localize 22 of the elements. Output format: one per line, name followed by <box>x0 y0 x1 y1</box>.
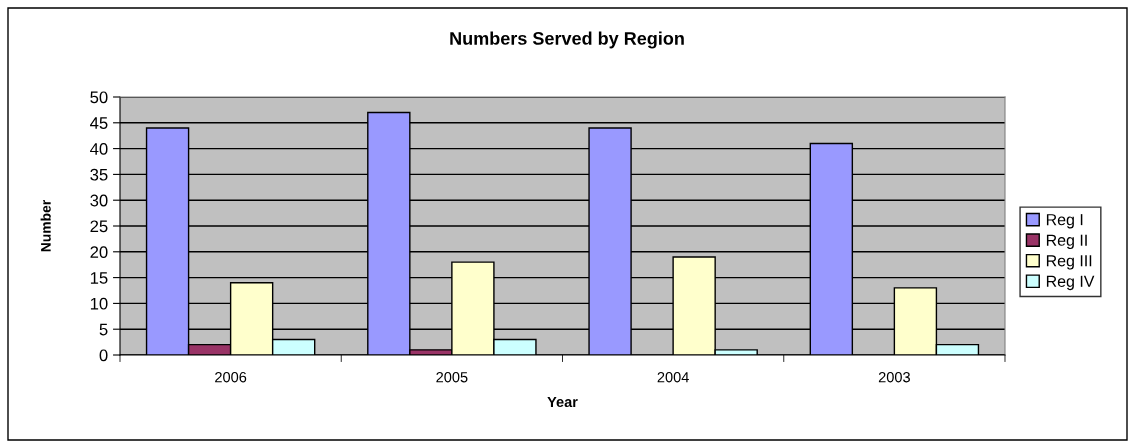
x-tick-label: 2004 <box>657 372 689 383</box>
x-tick-label: 2003 <box>878 372 910 383</box>
y-tick-label: 35 <box>90 168 108 181</box>
legend-label: Reg III <box>1046 255 1092 270</box>
x-tick-label: 2006 <box>215 372 247 383</box>
y-tick-label: 5 <box>99 323 108 336</box>
y-tick-label: 45 <box>90 117 108 129</box>
y-tick-label: 50 <box>90 91 108 104</box>
y-tick-label: 0 <box>99 349 108 362</box>
y-tick-label: 25 <box>90 220 108 233</box>
y-tick-label: 30 <box>90 194 108 207</box>
y-tick-label: 40 <box>90 143 108 155</box>
x-axis-title: Year <box>547 396 578 408</box>
legend-label: Reg I <box>1046 214 1083 229</box>
chart-title: Numbers Served by Region <box>450 31 684 49</box>
y-tick-label: 20 <box>90 246 108 258</box>
x-tick-label: 2005 <box>436 372 468 383</box>
y-axis-title: Number <box>40 199 51 252</box>
legend-label: Reg II <box>1046 234 1087 249</box>
legend-label: Reg IV <box>1046 275 1095 291</box>
y-tick-label: 15 <box>90 272 108 284</box>
y-tick-label: 10 <box>90 297 108 310</box>
